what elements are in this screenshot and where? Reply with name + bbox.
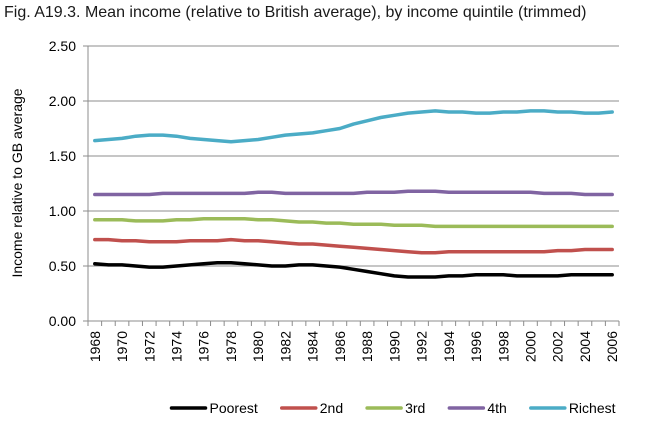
x-tick-label: 1972 [141,331,157,362]
series-lines [93,109,614,279]
x-tick-label: 1978 [223,331,239,362]
legend-label: Richest [569,400,616,416]
x-tick-labels: 1968 1970 1972 1974 1976 1978 1980 1982 1984 1986… [87,331,620,362]
x-tick-label: 1990 [386,331,402,362]
legend-label: 2nd [320,400,343,416]
x-tick-label: 1968 [87,331,103,362]
x-tick-label: 1974 [169,331,185,362]
x-tick-label: 1992 [414,331,430,362]
series-line-4th [93,189,614,197]
y-tick-labels: 0.00 0.50 1.00 1.50 2.00 2.50 [49,38,76,329]
legend: Poorest 2nd 3rd 4th Richest [169,400,616,416]
x-tick-label: 1994 [441,331,457,362]
x-tick-label: 2004 [577,331,593,362]
axes [83,45,620,326]
x-tick-label: 2000 [523,331,539,362]
gridlines [88,45,619,267]
series-line-3rd [93,216,614,229]
y-tick-label: 2.00 [49,93,76,109]
chart-title: Fig. A19.3. Mean income (relative to Bri… [4,4,587,21]
x-tick-label: 1982 [277,331,293,362]
x-tick-label: 1988 [359,331,375,362]
y-tick-label: 2.50 [49,38,76,54]
series-line-richest [93,109,614,144]
y-tick-label: 0.50 [49,258,76,274]
legend-label: 3rd [405,400,425,416]
x-tick-label: 1996 [468,331,484,362]
series-line-2nd [93,237,614,255]
x-tick-label: 1970 [114,331,130,362]
y-tick-label: 1.00 [49,203,76,219]
x-tick-label: 1980 [250,331,266,362]
y-tick-label: 0.00 [49,313,76,329]
y-tick-label: 1.50 [49,148,76,164]
x-tick-label: 2002 [550,331,566,362]
y-axis-title: Income relative to GB average [9,88,25,277]
series-line-poorest [93,260,614,279]
legend-label: Poorest [210,400,258,416]
x-tick-label: 1984 [305,331,321,362]
x-tick-label: 2006 [604,331,620,362]
legend-label: 4th [487,400,506,416]
x-tick-label: 1976 [196,331,212,362]
x-tick-label: 1998 [495,331,511,362]
x-tick-label: 1986 [332,331,348,362]
